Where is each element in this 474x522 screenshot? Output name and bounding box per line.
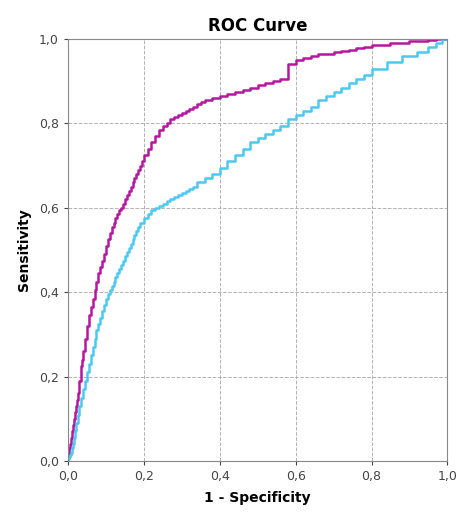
X-axis label: 1 - Specificity: 1 - Specificity <box>204 491 311 505</box>
Title: ROC Curve: ROC Curve <box>208 17 308 34</box>
Y-axis label: Sensitivity: Sensitivity <box>17 209 31 291</box>
